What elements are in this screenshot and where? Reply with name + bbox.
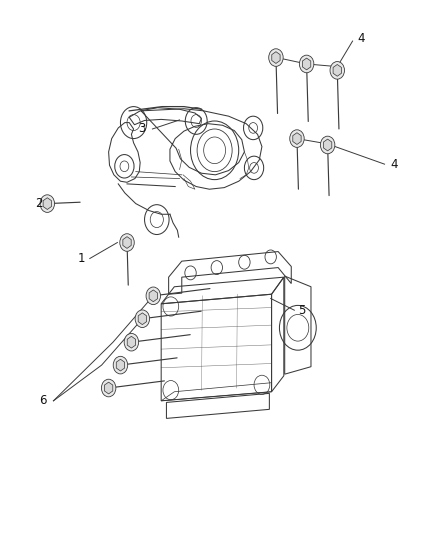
Polygon shape bbox=[116, 359, 125, 371]
Text: 6: 6 bbox=[39, 394, 47, 407]
Circle shape bbox=[330, 61, 344, 79]
Text: 1: 1 bbox=[77, 252, 85, 265]
Polygon shape bbox=[127, 336, 136, 348]
Text: 2: 2 bbox=[35, 197, 42, 210]
Polygon shape bbox=[123, 237, 131, 248]
Text: 3: 3 bbox=[139, 123, 146, 135]
Circle shape bbox=[269, 49, 283, 66]
Circle shape bbox=[321, 136, 335, 154]
Text: 5: 5 bbox=[299, 304, 306, 317]
Polygon shape bbox=[302, 58, 311, 70]
Circle shape bbox=[135, 310, 149, 327]
Circle shape bbox=[124, 334, 138, 351]
Circle shape bbox=[40, 195, 55, 213]
Circle shape bbox=[290, 130, 304, 147]
Polygon shape bbox=[333, 64, 342, 76]
Polygon shape bbox=[323, 139, 332, 151]
Text: 4: 4 bbox=[390, 158, 398, 171]
Circle shape bbox=[101, 379, 116, 397]
Polygon shape bbox=[293, 133, 301, 144]
Circle shape bbox=[146, 287, 160, 305]
Polygon shape bbox=[104, 382, 113, 394]
Polygon shape bbox=[43, 198, 52, 209]
Polygon shape bbox=[149, 290, 158, 302]
Circle shape bbox=[299, 55, 314, 73]
Circle shape bbox=[113, 356, 128, 374]
Text: 4: 4 bbox=[357, 32, 365, 45]
Polygon shape bbox=[138, 313, 147, 325]
Polygon shape bbox=[272, 52, 280, 63]
Circle shape bbox=[120, 233, 134, 252]
